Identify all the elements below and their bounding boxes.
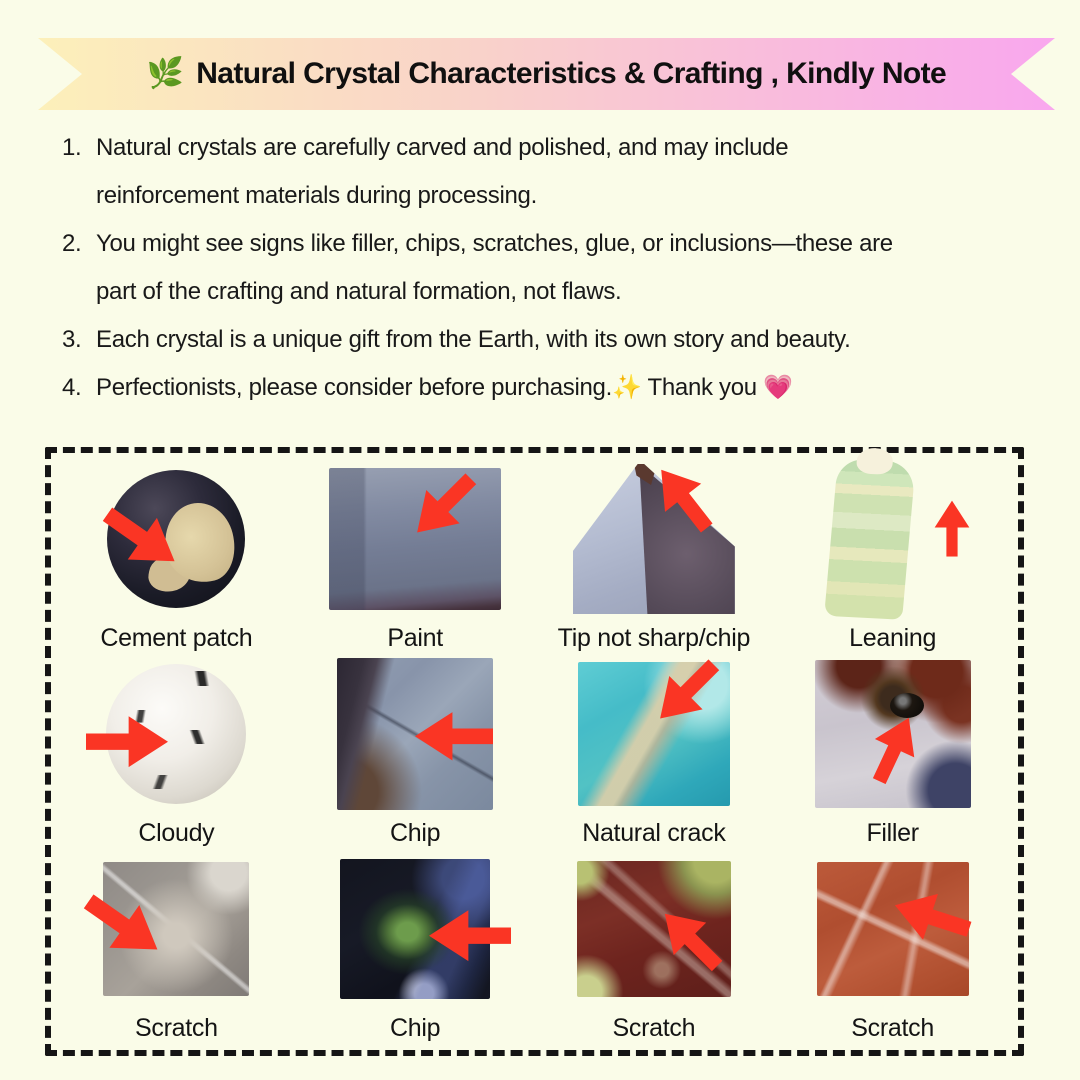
tile-label: Cement patch [100, 624, 253, 652]
defect-arrow-icon [415, 711, 494, 760]
tile-scratch-red: Scratch [535, 851, 774, 1046]
note-text: Natural crystals are carefully carved an… [96, 134, 789, 209]
note-text: Perfectionists, please consider before p… [96, 374, 793, 401]
defect-arrow-icon [664, 913, 723, 972]
note-item-3: 3. Each crystal is a unique gift from th… [62, 316, 1027, 364]
crystal-grid: Cement patch Paint Tip not sharp/chip Leani… [51, 453, 1018, 1050]
photo-area-tip-chip [535, 464, 774, 614]
photo-area-leaning [773, 458, 1012, 620]
note-item-1: 1. Natural crystals are carefully carved… [62, 124, 1027, 220]
tile-label: Natural crack [582, 819, 726, 847]
tile-scratch-rust: Scratch [773, 851, 1012, 1046]
crystal-photo-natural-crack [577, 662, 730, 806]
note-number: 1. [62, 134, 82, 161]
defect-arrow-icon [894, 893, 972, 940]
note-number: 3. [62, 326, 82, 353]
tile-label: Filler [866, 819, 919, 847]
crystal-photo-scratch-red [576, 861, 731, 997]
tile-chip-blue: Chip [296, 656, 535, 851]
crystal-photo-paint [329, 468, 502, 610]
tile-label: Scratch [135, 1014, 218, 1042]
defect-arrow-icon [660, 469, 713, 533]
photo-area-chip-blue [296, 658, 535, 810]
defect-arrow-icon [873, 717, 915, 785]
defect-arrow-icon [660, 659, 720, 719]
defect-arrow-icon [85, 716, 168, 768]
defect-arrow-icon [83, 894, 158, 950]
defect-examples-box: Cement patch Paint Tip not sharp/chip Leani… [45, 447, 1024, 1056]
tile-label: Paint [387, 624, 443, 652]
note-number: 2. [62, 230, 82, 257]
photo-area-natural-crack [535, 659, 774, 809]
tile-paint: Paint [296, 461, 535, 656]
defect-arrow-icon [934, 500, 970, 557]
tile-cement-patch: Cement patch [57, 461, 296, 656]
note-number: 4. [62, 374, 82, 401]
tile-cloudy: Cloudy [57, 656, 296, 851]
tile-chip-dark: Chip [296, 851, 535, 1046]
tile-label: Tip not sharp/chip [557, 624, 751, 652]
note-item-2: 2. You might see signs like filler, chip… [62, 220, 1027, 316]
herb-icon: 🌿 [146, 57, 185, 90]
tile-tip-chip: Tip not sharp/chip [535, 461, 774, 656]
note-item-4: 4. Perfectionists, please consider befor… [62, 364, 1027, 412]
tile-scratch-gray: Scratch [57, 851, 296, 1046]
note-text: You might see signs like filler, chips, … [96, 230, 893, 305]
photo-area-filler [773, 659, 1012, 809]
defect-arrow-icon [416, 473, 476, 533]
tile-label: Chip [390, 819, 441, 847]
crystal-photo-leaning [823, 458, 916, 620]
note-text: Each crystal is a unique gift from the E… [96, 326, 851, 353]
tile-leaning: Leaning [773, 458, 1012, 656]
photo-area-paint [296, 464, 535, 614]
page-title: Natural Crystal Characteristics & Crafti… [196, 57, 947, 90]
tile-label: Scratch [851, 1014, 934, 1042]
photo-area-cloudy [57, 659, 296, 809]
tile-filler: Filler [773, 656, 1012, 851]
photo-area-scratch-gray [57, 854, 296, 1004]
photo-area-chip-dark [296, 854, 535, 1004]
tile-label: Chip [390, 1014, 441, 1042]
photo-area-scratch-red [535, 854, 774, 1004]
tile-label: Leaning [849, 624, 937, 652]
defect-arrow-icon [102, 507, 175, 562]
tile-label: Cloudy [138, 819, 215, 847]
tile-natural-crack: Natural crack [535, 656, 774, 851]
photo-area-scratch-rust [773, 854, 1012, 1004]
defect-arrow-icon [429, 909, 512, 961]
banner: 🌿 Natural Crystal Characteristics & Craf… [38, 38, 1055, 110]
notes-list: 1. Natural crystals are carefully carved… [62, 124, 1027, 412]
photo-area-cement-patch [57, 464, 296, 614]
tile-label: Scratch [612, 1014, 696, 1042]
